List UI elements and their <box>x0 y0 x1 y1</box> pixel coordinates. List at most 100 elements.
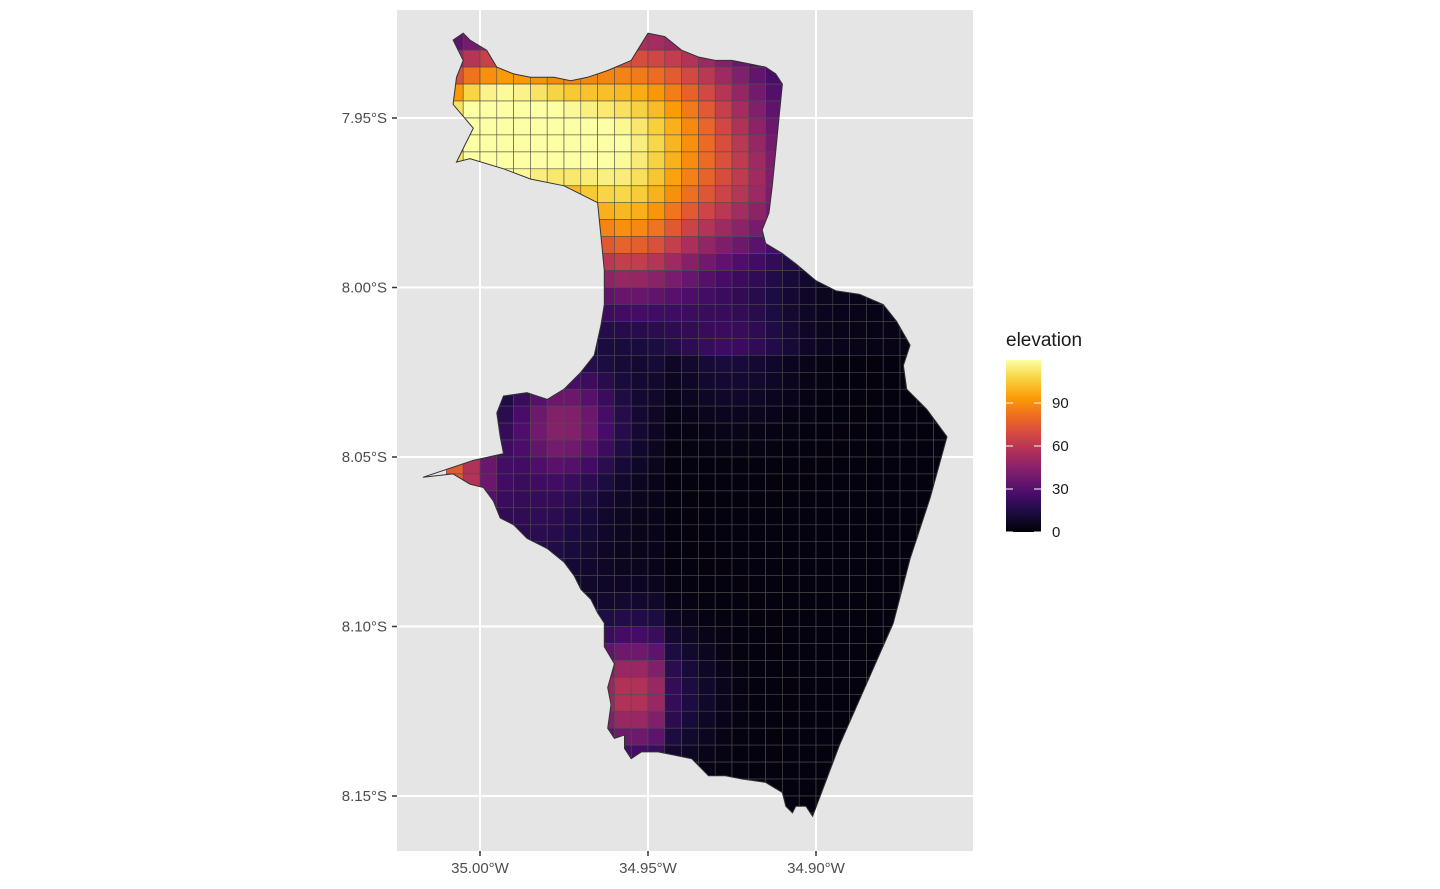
elevation-cell <box>715 711 732 728</box>
elevation-cell <box>732 610 749 627</box>
elevation-cell <box>682 644 699 661</box>
elevation-cell <box>682 67 699 84</box>
elevation-cell <box>665 542 682 559</box>
elevation-cell <box>732 644 749 661</box>
elevation-cell <box>530 135 547 152</box>
elevation-cell <box>631 559 648 576</box>
elevation-cell <box>682 84 699 101</box>
elevation-cell <box>749 745 766 762</box>
elevation-cell <box>715 186 732 203</box>
elevation-cell <box>732 711 749 728</box>
elevation-cell <box>631 304 648 321</box>
elevation-cell <box>648 254 665 271</box>
elevation-cell <box>732 593 749 610</box>
y-axis: 7.95°S8.00°S8.05°S8.10°S8.15°S <box>342 110 397 805</box>
elevation-cell <box>598 118 615 135</box>
elevation-cell <box>850 644 867 661</box>
elevation-cell <box>799 321 816 338</box>
elevation-cell <box>883 508 900 525</box>
elevation-cell <box>547 440 564 457</box>
elevation-cell <box>698 491 715 508</box>
elevation-cell <box>682 203 699 220</box>
elevation-cell <box>732 135 749 152</box>
elevation-cell <box>766 457 783 474</box>
elevation-cell <box>631 491 648 508</box>
elevation-cell <box>715 321 732 338</box>
elevation-cell <box>581 169 598 186</box>
elevation-cell <box>614 288 631 305</box>
elevation-cell <box>715 627 732 644</box>
elevation-cell <box>782 304 799 321</box>
elevation-cell <box>631 321 648 338</box>
elevation-cell <box>782 491 799 508</box>
elevation-cell <box>833 576 850 593</box>
elevation-cell <box>614 67 631 84</box>
elevation-cell <box>614 440 631 457</box>
elevation-cell <box>866 304 883 321</box>
elevation-cell <box>850 864 867 881</box>
elevation-cell <box>598 84 615 101</box>
elevation-cell <box>682 423 699 440</box>
elevation-cell <box>715 389 732 406</box>
elevation-cell <box>799 474 816 491</box>
elevation-cell <box>749 491 766 508</box>
elevation-cell <box>866 542 883 559</box>
elevation-cell <box>648 304 665 321</box>
elevation-cell <box>698 559 715 576</box>
elevation-cell <box>833 372 850 389</box>
elevation-cell <box>665 220 682 237</box>
elevation-cell <box>698 440 715 457</box>
elevation-cell <box>581 389 598 406</box>
elevation-cell <box>665 457 682 474</box>
elevation-cell <box>732 118 749 135</box>
elevation-cell <box>631 389 648 406</box>
elevation-cell <box>749 406 766 423</box>
elevation-cell <box>749 593 766 610</box>
elevation-cell <box>665 660 682 677</box>
elevation-cell <box>648 423 665 440</box>
elevation-cell <box>698 711 715 728</box>
elevation-cell <box>631 694 648 711</box>
elevation-cell <box>715 728 732 745</box>
elevation-cell <box>816 627 833 644</box>
elevation-cell <box>749 338 766 355</box>
elevation-cell <box>581 559 598 576</box>
elevation-cell <box>732 338 749 355</box>
elevation-cell <box>682 389 699 406</box>
elevation-cell <box>665 372 682 389</box>
elevation-cell <box>833 610 850 627</box>
elevation-cell <box>866 559 883 576</box>
elevation-cell <box>715 864 732 881</box>
elevation-cell <box>816 288 833 305</box>
elevation-cell <box>682 372 699 389</box>
elevation-cell <box>799 304 816 321</box>
elevation-cell <box>833 338 850 355</box>
elevation-cell <box>766 762 783 779</box>
elevation-cell <box>698 745 715 762</box>
elevation-cell <box>715 372 732 389</box>
elevation-cell <box>514 423 531 440</box>
elevation-cell <box>581 508 598 525</box>
elevation-cell <box>799 593 816 610</box>
elevation-cell <box>749 677 766 694</box>
elevation-cell <box>782 694 799 711</box>
elevation-cell <box>665 203 682 220</box>
elevation-cell <box>866 593 883 610</box>
elevation-cell <box>866 423 883 440</box>
elevation-cell <box>715 694 732 711</box>
elevation-cell <box>799 491 816 508</box>
elevation-cell <box>799 627 816 644</box>
elevation-cell <box>749 660 766 677</box>
elevation-cell <box>715 406 732 423</box>
elevation-cell <box>530 152 547 169</box>
elevation-cell <box>514 84 531 101</box>
elevation-cell <box>698 593 715 610</box>
elevation-cell <box>682 118 699 135</box>
elevation-cell <box>766 423 783 440</box>
elevation-cell <box>766 559 783 576</box>
elevation-cell <box>581 491 598 508</box>
elevation-cell <box>581 406 598 423</box>
elevation-cell <box>614 660 631 677</box>
legend-break-label: 30 <box>1052 481 1069 498</box>
elevation-cell <box>816 321 833 338</box>
